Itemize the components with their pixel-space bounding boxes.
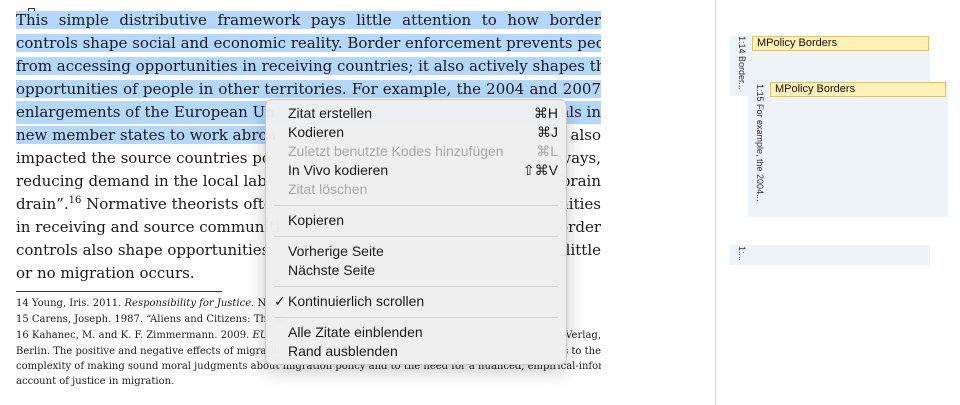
menu-item-label: Nächste Seite [288, 262, 376, 278]
menu-separator [274, 317, 558, 318]
footnote-text: 15 Carens, Joseph. 1987. “Aliens and Cit… [16, 314, 284, 325]
text-line: controls also shape opportunities little [16, 239, 601, 262]
menu-item-label: Zuletzt benutzte Kodes hinzufügen [288, 143, 504, 159]
footnote-text: complexity of making sound moral judgmen… [16, 361, 601, 372]
footnote-text: s to the [563, 346, 601, 357]
menu-item-label: In Vivo kodieren [288, 162, 389, 178]
document-page[interactable]: This simple distributive framework pays … [0, 0, 715, 405]
menu-item-create-quote[interactable]: Zitat erstellen ⌘H [266, 104, 566, 123]
text-fragment: in receiving and source communiti [16, 218, 281, 236]
text-fragment: impacted the source countries po [16, 149, 271, 167]
text-fragment: als in [560, 103, 601, 121]
menu-item-shortcut: ⌘H [533, 105, 558, 121]
code-tag[interactable]: MPolicy Borders [770, 82, 946, 97]
menu-item-label: Kodieren [288, 124, 345, 140]
text-fragment: also [570, 126, 601, 144]
menu-item-next-page[interactable]: Nächste Seite [266, 261, 566, 280]
menu-item-continuous-scroll[interactable]: ✓ Kontinuierlich scrollen [266, 292, 566, 311]
text-line: drain”.16 Normative theorists ofte nitie… [16, 193, 601, 216]
footnote-text: Berlin. The positive and negative effect… [16, 346, 280, 357]
footnote-title: Responsibility for Justice [124, 298, 252, 309]
footnote-text: account of justice in migration. [16, 376, 175, 387]
menu-item-label: Rand ausblenden [288, 343, 398, 359]
menu-item-copy[interactable]: Kopieren [266, 211, 566, 230]
footnote-line: account of justice in migration. [16, 374, 601, 390]
menu-item-label: Vorherige Seite [288, 243, 384, 259]
footnote-title: EU [252, 330, 269, 341]
text-line: controls shape social and economic reali… [16, 32, 601, 55]
footnote-text: 16 Kahanec, M. and K. F. Zimmermann. 200… [16, 330, 253, 341]
text-line: from accessing opportunities in receivin… [16, 55, 601, 78]
menu-separator [274, 286, 558, 287]
menu-item-hide-margin[interactable]: Rand ausblenden [266, 342, 566, 361]
text-line: reducing demand in the local lab brain [16, 170, 601, 193]
menu-item-previous-page[interactable]: Vorherige Seite [266, 242, 566, 261]
text-fragment: nities [559, 195, 601, 213]
menu-item-label: Zitat löschen [288, 181, 368, 197]
panel-divider[interactable] [715, 0, 716, 405]
text-fragment: enlargements of the European Un [16, 103, 275, 121]
code-tag[interactable]: MPolicy Borders [752, 36, 929, 51]
menu-item-shortcut: ⌘J [537, 124, 558, 140]
text-fragment: reducing demand in the local lab [16, 172, 267, 190]
footnote-line: complexity of making sound moral judgmen… [16, 359, 601, 375]
menu-separator [274, 236, 558, 237]
menu-item-show-all-quotes[interactable]: Alle Zitate einblenden [266, 323, 566, 342]
margin-panel: 1:14 Border... MPolicy Borders 1:15 For … [716, 0, 960, 405]
text-fragment: controls also shape opportunities [16, 241, 270, 259]
text-fragment: order [559, 218, 601, 236]
text-line: or no migration occurs. [16, 262, 601, 285]
menu-item-add-recent-codes: Zuletzt benutzte Kodes hinzufügen ⌘L [266, 142, 566, 161]
menu-separator [274, 205, 558, 206]
menu-item-in-vivo-code[interactable]: In Vivo kodieren ⇧⌘V [266, 161, 566, 180]
highlighted-text[interactable]: from accessing opportunities in receivin… [16, 57, 601, 75]
text-fragment: or no migration occurs. [16, 264, 195, 282]
quote-label[interactable]: 1:15 For example, the 2004... [755, 84, 765, 202]
menu-item-shortcut: ⇧⌘V [522, 162, 558, 178]
text-fragment: ways, [558, 149, 601, 167]
quote-band[interactable] [730, 245, 930, 265]
highlighted-text[interactable]: This simple distributive framework pays … [16, 11, 601, 29]
quote-label[interactable]: 1:14 Border... [737, 36, 747, 91]
footnote-text: Verlag, [565, 330, 601, 341]
menu-item-label: Alle Zitate einblenden [288, 324, 423, 340]
menu-item-label: Kontinuierlich scrollen [288, 293, 425, 309]
menu-item-shortcut: ⌘L [536, 143, 558, 159]
menu-item-code[interactable]: Kodieren ⌘J [266, 123, 566, 142]
text-line: This simple distributive framework pays … [16, 9, 601, 32]
text-fragment: new member states to work abroa [16, 126, 277, 144]
checkmark-icon: ✓ [274, 293, 286, 309]
text-fragment: little [565, 241, 601, 259]
menu-item-delete-quote: Zitat löschen [266, 180, 566, 199]
text-line: new member states to work abroa also [16, 124, 601, 147]
context-menu: Zitat erstellen ⌘H Kodieren ⌘J Zuletzt ben… [265, 99, 567, 365]
highlighted-text[interactable]: opportunities of people in other territo… [16, 80, 601, 98]
text-fragment: Normative theorists ofte [81, 195, 273, 213]
quote-label[interactable]: 1:... [737, 246, 747, 262]
highlighted-text[interactable]: controls shape social and economic reali… [16, 34, 601, 52]
footnote-ref[interactable]: 16 [68, 195, 82, 206]
footnote-line: Berlin. The positive and negative effect… [16, 344, 601, 360]
text-line: impacted the source countries po ways, [16, 147, 601, 170]
menu-item-label: Kopieren [288, 212, 345, 228]
text-line: opportunities of people in other territo… [16, 78, 601, 101]
footnote-divider [16, 291, 222, 292]
menu-item-label: Zitat erstellen [288, 105, 373, 121]
footnote-text: 14 Young, Iris. 2011. [16, 298, 125, 309]
text-fragment: brain [560, 172, 601, 190]
quote-band[interactable] [748, 82, 948, 217]
footnote-line: 16 Kahanec, M. and K. F. Zimmermann. 200… [16, 328, 601, 344]
text-line: in receiving and source communiti order [16, 216, 601, 239]
text-fragment: drain”. [16, 195, 69, 213]
footnote-line: 15 Carens, Joseph. 1987. “Aliens and Cit… [16, 312, 601, 328]
